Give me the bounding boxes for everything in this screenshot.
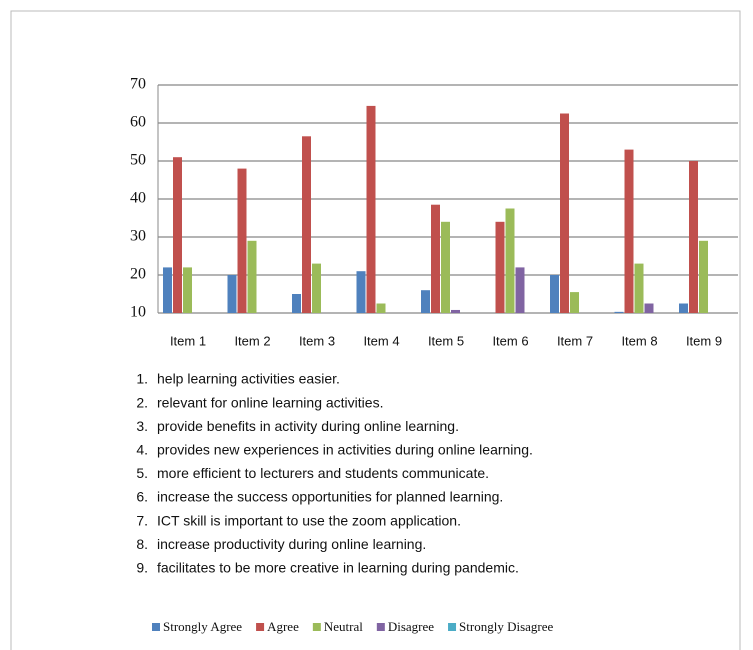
note-number: 8. [136, 536, 148, 552]
bar [624, 149, 634, 313]
bar [247, 240, 257, 313]
bar [312, 263, 321, 313]
bar [366, 105, 376, 313]
legend-label: Agree [267, 619, 299, 634]
bar [644, 303, 654, 313]
legend-swatch [256, 623, 265, 631]
frame [10, 10, 741, 650]
note: provides new experiences in activities d… [157, 442, 533, 458]
bars [163, 105, 708, 313]
note-number: 2. [136, 394, 148, 410]
bar [679, 303, 688, 313]
note: ICT skill is important to use the zoom a… [157, 512, 461, 528]
bar [570, 292, 579, 313]
x-tick-label: Item 3 [299, 333, 335, 348]
y-tick-label: 20 [130, 266, 146, 283]
x-tick-label: Item 8 [621, 333, 657, 348]
bar [431, 204, 440, 313]
bar [183, 267, 192, 313]
note: increase the success opportunities for p… [157, 489, 503, 505]
legend-label: Strongly Disagree [459, 619, 553, 634]
legend-swatch [448, 623, 457, 631]
x-tick-label: Item 6 [492, 333, 528, 348]
legend-label: Strongly Agree [163, 619, 242, 634]
note-number: 9. [136, 560, 148, 576]
bar [356, 271, 366, 313]
y-tick-label: 30 [130, 228, 146, 245]
bar [505, 208, 515, 313]
bar [451, 309, 460, 313]
bar [292, 294, 301, 313]
bar [173, 157, 182, 313]
bar [302, 136, 311, 313]
bar [699, 240, 708, 313]
note: relevant for online learning activities. [157, 394, 383, 410]
bar [515, 267, 525, 313]
y-tick-label: 60 [130, 114, 146, 131]
note-number: 6. [136, 489, 148, 505]
note: provide benefits in activity during onli… [157, 418, 459, 434]
bar [441, 221, 450, 313]
legend-swatch [376, 623, 385, 631]
note: increase productivity during online lear… [157, 536, 426, 552]
note: help learning activities easier. [157, 371, 340, 387]
note: more efficient to lecturers and students… [157, 465, 489, 481]
legend-label: Neutral [324, 619, 363, 634]
x-tick-label: Item 2 [234, 333, 270, 348]
note: facilitates to be more creative in learn… [157, 560, 519, 576]
y-tick-label: 40 [130, 190, 146, 207]
note-number: 1. [136, 371, 148, 387]
x-tick-label: Item 4 [363, 333, 399, 348]
bar [237, 168, 247, 313]
note-number: 4. [136, 442, 148, 458]
bar [227, 275, 237, 313]
bar [634, 263, 644, 313]
legend-label: Disagree [388, 619, 434, 634]
legend-swatch [312, 623, 321, 631]
y-tick-label: 50 [130, 152, 146, 169]
note-number: 7. [136, 512, 148, 528]
bar [550, 275, 559, 313]
bar [421, 290, 430, 313]
y-tick-label: 10 [130, 304, 146, 321]
note-number: 5. [136, 465, 148, 481]
note-number: 3. [136, 418, 148, 434]
bar [560, 113, 569, 313]
x-tick-label: Item 9 [686, 333, 722, 348]
x-tick-label: Item 1 [170, 333, 206, 348]
x-tick-label: Item 7 [557, 333, 593, 348]
bar [495, 221, 505, 313]
x-tick-label: Item 5 [428, 333, 464, 348]
bar [163, 267, 172, 313]
bar [689, 161, 698, 313]
bar [614, 311, 624, 313]
bar [376, 303, 386, 313]
y-tick-label: 70 [130, 76, 146, 93]
legend-swatch [152, 623, 160, 631]
